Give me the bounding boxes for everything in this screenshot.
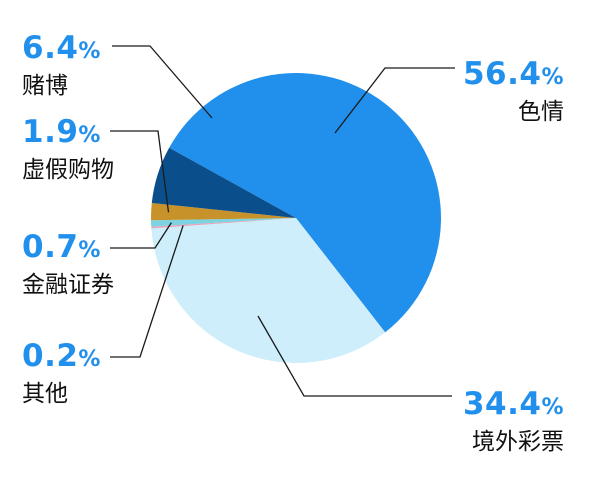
slice-gambling	[151, 147, 296, 218]
label-gambling: 6.4% 赌博	[22, 30, 101, 101]
slice-other	[151, 218, 296, 229]
slice-porn	[169, 73, 441, 333]
name-porn: 色情	[518, 99, 564, 125]
leader-gambling	[112, 45, 213, 119]
leader-porn	[334, 67, 455, 134]
name-gambling: 赌博	[22, 73, 68, 99]
pct-overseas-lottery: 34.4%	[462, 386, 564, 422]
label-porn: 56.4% 色情	[463, 56, 564, 127]
leader-overseas-lottery	[257, 315, 452, 397]
leader-other	[110, 225, 184, 358]
pct-other: 0.2%	[22, 338, 101, 374]
label-securities: 0.7% 金融证券	[22, 229, 114, 300]
leader-securities	[110, 222, 172, 249]
slice-fake-shopping	[151, 202, 296, 221]
label-other: 0.2% 其他	[22, 338, 101, 409]
name-securities: 金融证券	[22, 272, 114, 298]
leader-fake-shopping	[110, 130, 170, 213]
name-fake-shopping: 虚假购物	[22, 157, 114, 183]
name-other: 其他	[22, 381, 68, 407]
pct-porn: 56.4%	[462, 56, 564, 92]
pct-gambling: 6.4%	[22, 30, 101, 66]
label-fake-shopping: 1.9% 虚假购物	[22, 114, 114, 185]
pct-securities: 0.7%	[22, 229, 101, 265]
pct-fake-shopping: 1.9%	[22, 114, 101, 150]
slice-overseas-lottery	[151, 218, 386, 363]
name-overseas-lottery: 境外彩票	[472, 429, 564, 455]
slice-securities	[151, 218, 296, 227]
label-overseas-lottery: 34.4% 境外彩票	[463, 386, 564, 457]
